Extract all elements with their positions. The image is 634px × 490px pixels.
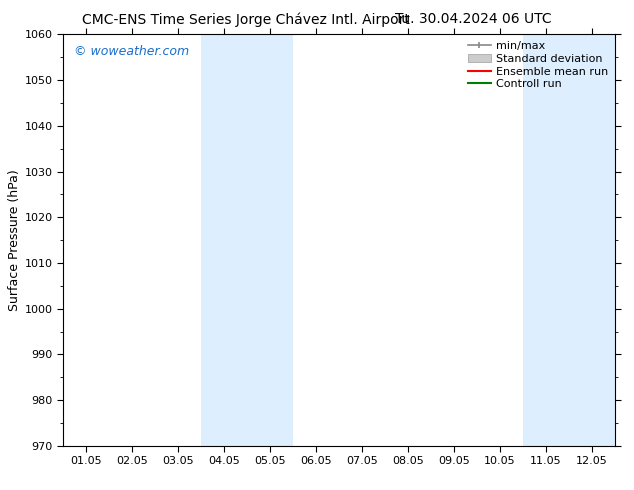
Bar <box>202 34 293 446</box>
Text: © woweather.com: © woweather.com <box>74 45 190 58</box>
Text: CMC-ENS Time Series Jorge Chávez Intl. Airport: CMC-ENS Time Series Jorge Chávez Intl. A… <box>82 12 410 27</box>
Y-axis label: Surface Pressure (hPa): Surface Pressure (hPa) <box>8 169 21 311</box>
Bar <box>523 34 615 446</box>
Text: Tu. 30.04.2024 06 UTC: Tu. 30.04.2024 06 UTC <box>395 12 552 26</box>
Legend: min/max, Standard deviation, Ensemble mean run, Controll run: min/max, Standard deviation, Ensemble me… <box>465 38 612 93</box>
